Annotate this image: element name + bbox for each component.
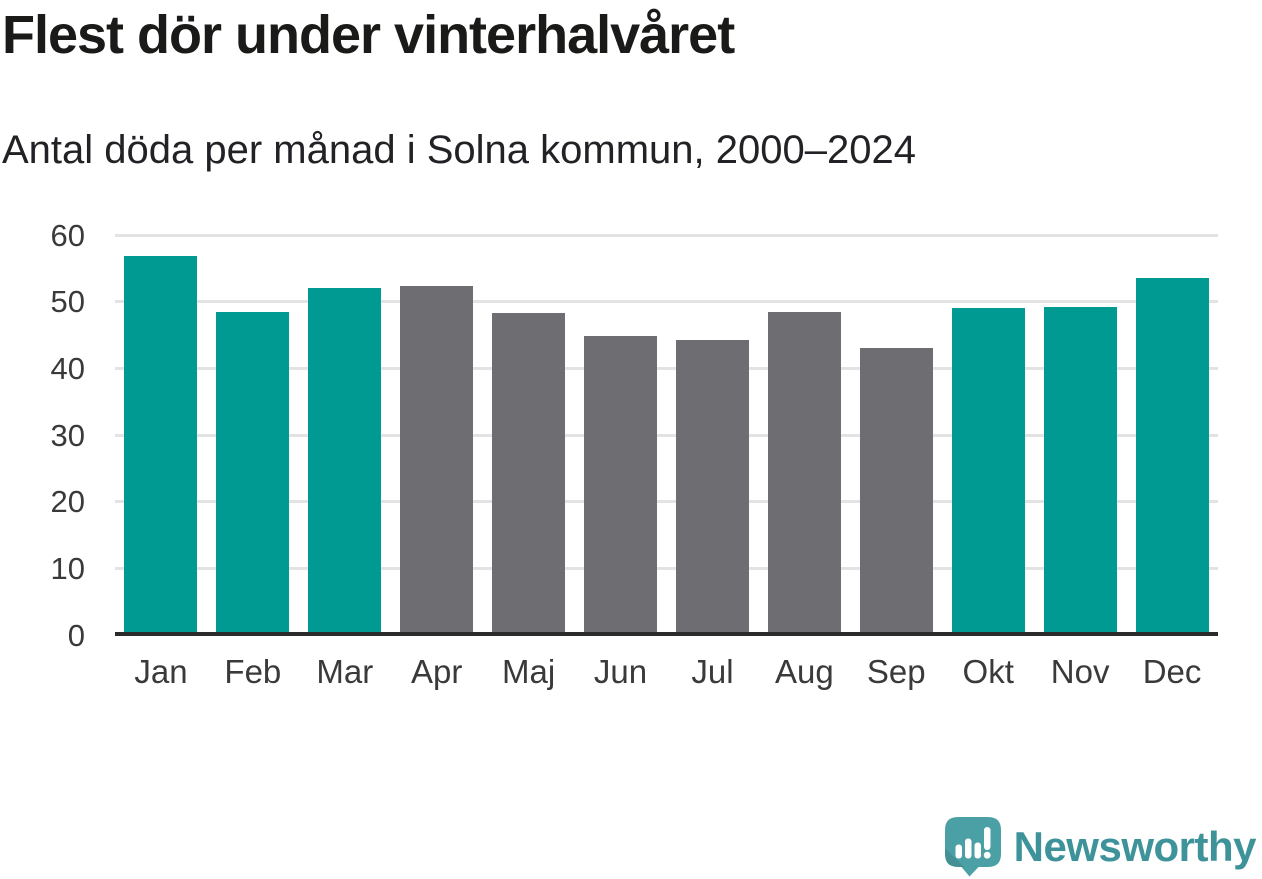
gridline-30	[115, 433, 1218, 437]
logo-exclamation-bar	[983, 827, 991, 850]
x-tick-label-sep: Sep	[866, 653, 926, 690]
y-tick-label-30: 30	[50, 417, 85, 453]
x-tick-label-mar: Mar	[316, 653, 374, 690]
y-tick-label-20: 20	[50, 484, 85, 520]
logo-bar-2	[964, 838, 972, 859]
newsworthy-logo-icon	[944, 817, 1001, 877]
y-tick-label-50: 50	[50, 284, 85, 320]
x-tick-label-nov: Nov	[1050, 653, 1110, 690]
gridline-40	[115, 366, 1218, 370]
gridline-20	[115, 500, 1218, 504]
bar-chart: 0 10 20 30 40 50 60 Jan Feb Mar Apr Maj Jun Jul Aug Se…	[0, 220, 1218, 705]
bar-jul	[675, 340, 749, 635]
bar-jan	[124, 255, 198, 635]
bar-jun	[584, 336, 658, 635]
bar-apr	[400, 286, 474, 635]
y-tick-label-40: 40	[50, 350, 85, 386]
bar-feb	[216, 311, 290, 635]
logo-bar-3	[974, 842, 981, 859]
x-tick-label-dec: Dec	[1142, 653, 1202, 690]
x-tick-label-jun: Jun	[593, 653, 648, 690]
chart-title: Flest dör under vinterhalvåret	[2, 5, 735, 65]
bar-mar	[308, 288, 382, 635]
speech-bubble-shape	[944, 817, 1001, 877]
gridline-60	[115, 233, 1218, 237]
logo-exclamation-dot	[983, 851, 991, 859]
gridline-10	[115, 566, 1218, 570]
x-tick-label-okt: Okt	[962, 653, 1014, 690]
x-axis-baseline	[115, 632, 1218, 636]
bar-dec	[1135, 277, 1209, 635]
x-tick-label-jan: Jan	[134, 653, 188, 690]
logo-bar-1	[955, 844, 962, 859]
bar-okt	[951, 307, 1025, 635]
brand-footer: Newsworthy	[944, 817, 1257, 877]
x-tick-label-feb: Feb	[224, 653, 282, 690]
x-tick-label-apr: Apr	[411, 653, 463, 690]
chart-subtitle: Antal döda per månad i Solna kommun, 200…	[2, 128, 916, 172]
x-tick-label-maj: Maj	[502, 653, 556, 690]
y-tick-label-10: 10	[50, 550, 85, 586]
gridline-50	[115, 300, 1218, 304]
bar-nov	[1043, 307, 1117, 635]
brand-name: Newsworthy	[1013, 823, 1257, 870]
y-tick-label-0: 0	[67, 617, 85, 653]
bar-aug	[767, 311, 841, 635]
bar-maj	[492, 313, 566, 635]
y-axis: 0 10 20 30 40 50 60	[0, 220, 85, 651]
x-tick-label-jul: Jul	[691, 653, 734, 690]
y-tick-label-60: 60	[50, 217, 85, 253]
plot-area	[115, 233, 1218, 636]
x-tick-label-aug: Aug	[775, 653, 834, 690]
bubble-fold-shadow	[944, 848, 964, 867]
x-axis: Jan Feb Mar Apr Maj Jun Jul Aug Sep Okt Nov Dec	[115, 655, 1218, 705]
bar-sep	[859, 348, 933, 635]
